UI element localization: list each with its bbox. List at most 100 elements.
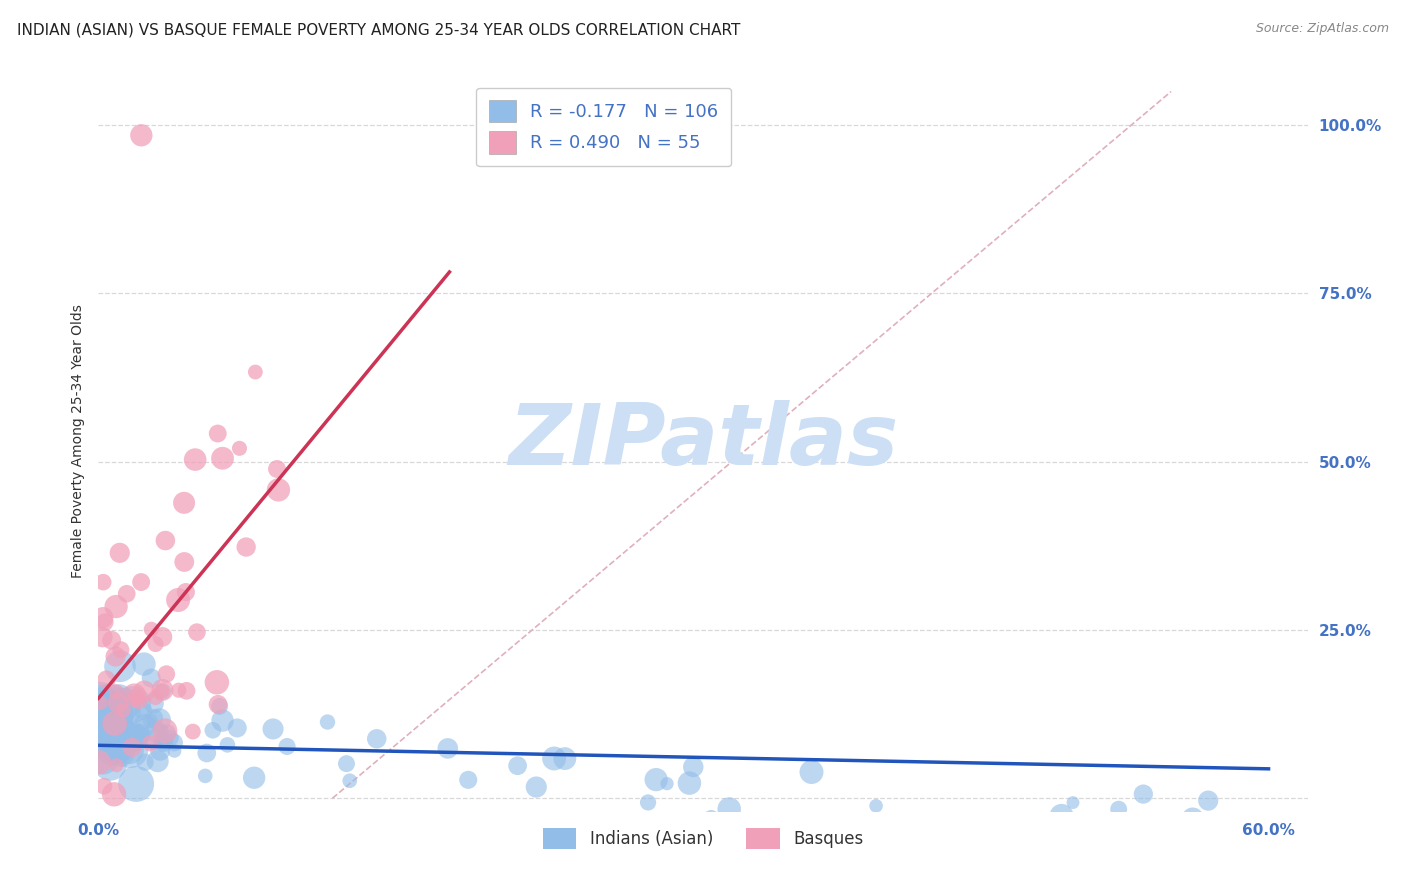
Point bbox=[129, 731, 152, 745]
Point bbox=[103, 787, 125, 801]
Point bbox=[174, 585, 197, 599]
Point bbox=[245, 365, 267, 379]
Point bbox=[105, 599, 128, 614]
Point bbox=[94, 722, 117, 736]
Y-axis label: Female Poverty Among 25-34 Year Olds: Female Poverty Among 25-34 Year Olds bbox=[70, 304, 84, 579]
Point bbox=[243, 771, 266, 785]
Point bbox=[94, 718, 117, 732]
Point bbox=[184, 452, 207, 467]
Point bbox=[980, 825, 1002, 839]
Point bbox=[121, 698, 143, 712]
Point bbox=[149, 744, 172, 758]
Point bbox=[108, 739, 131, 754]
Point bbox=[94, 615, 117, 630]
Point bbox=[276, 739, 298, 754]
Point bbox=[91, 575, 114, 590]
Point bbox=[207, 426, 229, 441]
Point bbox=[181, 724, 204, 739]
Point bbox=[98, 693, 121, 707]
Point bbox=[132, 657, 155, 671]
Point bbox=[122, 688, 145, 702]
Point bbox=[98, 716, 121, 731]
Point bbox=[211, 451, 233, 466]
Point bbox=[637, 796, 659, 810]
Point bbox=[115, 587, 138, 601]
Point bbox=[107, 719, 129, 733]
Point bbox=[146, 754, 169, 768]
Point bbox=[150, 684, 173, 698]
Point bbox=[228, 442, 250, 456]
Point bbox=[129, 575, 152, 590]
Point bbox=[96, 673, 118, 687]
Point bbox=[645, 772, 668, 787]
Point bbox=[104, 739, 127, 753]
Point bbox=[217, 738, 239, 752]
Point bbox=[110, 745, 132, 759]
Point bbox=[167, 593, 190, 607]
Point bbox=[91, 630, 114, 644]
Point bbox=[148, 713, 170, 727]
Point bbox=[152, 684, 174, 698]
Point bbox=[105, 758, 128, 772]
Point bbox=[267, 483, 290, 497]
Point bbox=[152, 682, 174, 697]
Point bbox=[145, 637, 167, 651]
Point bbox=[682, 760, 704, 774]
Point bbox=[121, 730, 143, 744]
Point bbox=[186, 625, 208, 640]
Point bbox=[339, 773, 361, 788]
Point bbox=[159, 731, 181, 745]
Point bbox=[112, 704, 135, 718]
Point bbox=[226, 721, 249, 735]
Point bbox=[125, 777, 148, 791]
Point bbox=[91, 610, 114, 624]
Point bbox=[107, 724, 129, 739]
Point bbox=[316, 714, 339, 729]
Point bbox=[90, 723, 112, 737]
Point bbox=[98, 757, 121, 772]
Point bbox=[436, 741, 458, 756]
Point bbox=[1257, 823, 1279, 838]
Text: INDIAN (ASIAN) VS BASQUE FEMALE POVERTY AMONG 25-34 YEAR OLDS CORRELATION CHART: INDIAN (ASIAN) VS BASQUE FEMALE POVERTY … bbox=[17, 22, 740, 37]
Point bbox=[1064, 820, 1087, 834]
Point bbox=[943, 820, 966, 834]
Point bbox=[131, 719, 153, 733]
Point bbox=[104, 724, 127, 739]
Point bbox=[366, 731, 388, 746]
Point bbox=[201, 723, 224, 738]
Point bbox=[150, 723, 173, 738]
Point bbox=[134, 718, 156, 732]
Point bbox=[1104, 825, 1126, 839]
Point bbox=[89, 696, 111, 710]
Legend: Indians (Asian), Basques: Indians (Asian), Basques bbox=[536, 822, 870, 855]
Point bbox=[1062, 796, 1084, 810]
Point bbox=[335, 756, 357, 771]
Point bbox=[110, 642, 132, 657]
Point bbox=[98, 704, 121, 718]
Point bbox=[152, 734, 174, 748]
Point bbox=[718, 802, 741, 816]
Point bbox=[105, 708, 128, 723]
Point bbox=[554, 751, 576, 765]
Point bbox=[208, 699, 231, 714]
Point bbox=[1130, 822, 1153, 836]
Point bbox=[173, 496, 195, 510]
Point bbox=[105, 684, 128, 698]
Point bbox=[107, 696, 129, 710]
Point bbox=[800, 764, 823, 779]
Point bbox=[141, 671, 163, 685]
Point bbox=[865, 798, 887, 813]
Point bbox=[927, 824, 949, 838]
Point bbox=[103, 711, 125, 725]
Point bbox=[1050, 809, 1073, 823]
Point bbox=[155, 667, 177, 681]
Point bbox=[195, 746, 218, 760]
Point bbox=[156, 725, 179, 739]
Point bbox=[235, 540, 257, 554]
Point bbox=[457, 772, 479, 787]
Point bbox=[91, 752, 114, 766]
Point bbox=[207, 698, 229, 712]
Point bbox=[141, 623, 163, 637]
Point bbox=[1197, 794, 1219, 808]
Point bbox=[121, 731, 143, 745]
